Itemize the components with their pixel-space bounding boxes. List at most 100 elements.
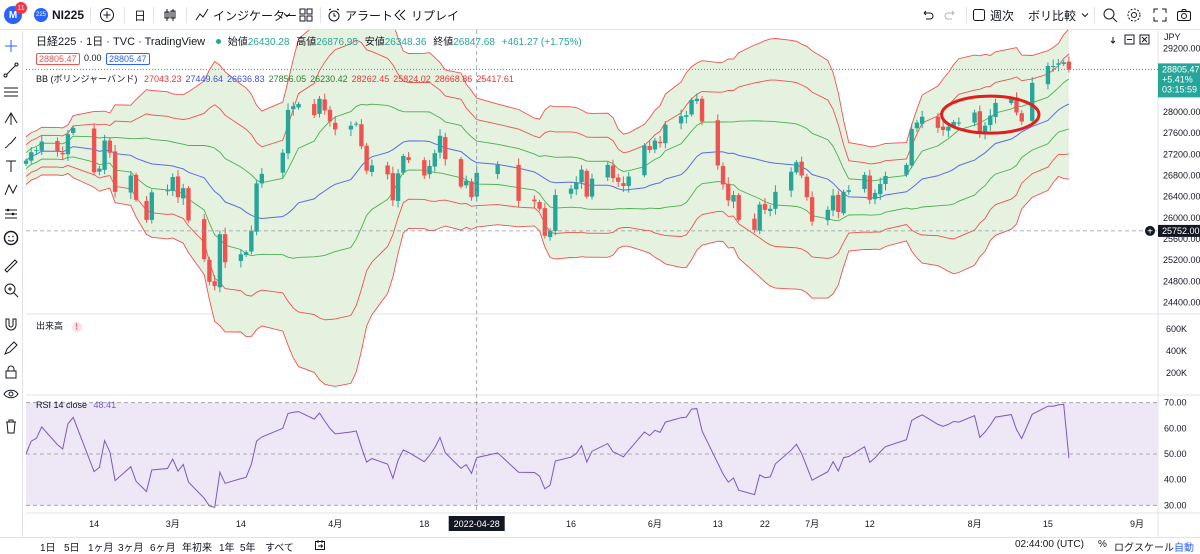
price-tick-label: 27600.00 bbox=[1163, 128, 1200, 138]
settings-button[interactable] bbox=[1126, 0, 1142, 30]
search-button[interactable] bbox=[1102, 0, 1118, 30]
candle-body bbox=[238, 254, 244, 261]
emoji-icon[interactable] bbox=[2, 229, 20, 247]
range-button[interactable]: すべて bbox=[265, 543, 294, 554]
drawing-toolbar bbox=[0, 31, 23, 537]
candle-body bbox=[243, 252, 249, 255]
open-label: 始値 bbox=[227, 37, 248, 48]
templates-button[interactable] bbox=[298, 0, 314, 30]
percent-toggle[interactable]: % bbox=[1098, 539, 1107, 550]
candle bbox=[149, 189, 154, 224]
warning-icon[interactable]: ! bbox=[71, 322, 82, 332]
magnet-icon[interactable] bbox=[2, 315, 20, 333]
fullscreen-button[interactable] bbox=[1152, 0, 1168, 30]
text-icon[interactable] bbox=[2, 157, 20, 175]
candle-body bbox=[348, 125, 354, 130]
candle-body bbox=[217, 234, 223, 288]
alert-button[interactable]: アラート bbox=[326, 0, 393, 30]
log-scale-toggle[interactable]: ログスケール bbox=[1114, 539, 1174, 554]
add-alert-icon[interactable] bbox=[1145, 225, 1155, 236]
candle-body bbox=[390, 173, 396, 201]
candle-body bbox=[846, 190, 851, 192]
candle bbox=[579, 165, 584, 189]
candle-body bbox=[909, 128, 914, 166]
candle bbox=[222, 227, 228, 269]
candle-body bbox=[175, 176, 181, 198]
brush-icon[interactable] bbox=[2, 133, 20, 151]
prediction-icon[interactable] bbox=[2, 205, 20, 223]
candle-body bbox=[914, 122, 920, 129]
close-label: 終値 bbox=[433, 37, 454, 48]
auto-scale-toggle[interactable]: 自動 bbox=[1174, 539, 1194, 554]
price-tick-label: 24800.00 bbox=[1163, 276, 1200, 286]
clock[interactable]: 02:44:00 (UTC) bbox=[1015, 539, 1084, 550]
candle bbox=[919, 110, 925, 129]
undo-button[interactable] bbox=[920, 0, 934, 30]
candle bbox=[914, 119, 920, 132]
zoom-in-icon[interactable] bbox=[2, 281, 20, 299]
date-range-button[interactable] bbox=[314, 539, 326, 554]
lock-icon[interactable] bbox=[2, 363, 20, 381]
trash-icon[interactable] bbox=[2, 417, 20, 435]
pane-control-icons[interactable] bbox=[1110, 34, 1158, 46]
candle bbox=[872, 189, 878, 205]
candle-body bbox=[993, 102, 998, 117]
pencil-lock-icon[interactable] bbox=[2, 339, 20, 357]
interval-button[interactable]: 日 bbox=[134, 0, 146, 30]
chart-canvas[interactable]: JPY29200.0028800.0028400.0028000.0027600… bbox=[0, 30, 1200, 537]
trend-line-icon[interactable] bbox=[2, 61, 20, 79]
layout-dropdown[interactable] bbox=[1080, 0, 1090, 30]
pitchfork-icon[interactable] bbox=[2, 109, 20, 127]
top-toolbar: M 11 225 NI225 日 インジケーター アラート リプレイ 週次 bbox=[0, 0, 1200, 30]
candle bbox=[34, 147, 39, 155]
layout-button[interactable]: 週次 ボリ比較 bbox=[972, 0, 1076, 30]
gear-icon bbox=[1127, 8, 1141, 22]
candle-body bbox=[165, 190, 170, 192]
indicators-dropdown[interactable] bbox=[282, 0, 292, 30]
indicators-label: インジケーター bbox=[213, 8, 298, 23]
candle bbox=[867, 169, 872, 205]
bb-basis bbox=[25, 103, 1070, 220]
range-button[interactable]: 年初来 bbox=[182, 543, 212, 554]
candle bbox=[988, 109, 993, 131]
sell-button[interactable]: 28805.47 bbox=[36, 53, 80, 65]
screenshot-button[interactable] bbox=[1176, 0, 1192, 30]
bottom-toolbar: 1日 5日 1ヶ月 3ヶ月 6ヶ月 年初来 1年 5年 すべて 02:44:00 (UTC) %… bbox=[0, 537, 1200, 554]
add-symbol-button[interactable] bbox=[99, 0, 115, 30]
candle bbox=[694, 93, 700, 104]
range-button[interactable]: 1年 bbox=[219, 543, 235, 554]
range-button[interactable]: 1日 bbox=[40, 543, 56, 554]
candle-body bbox=[684, 115, 689, 117]
buy-button[interactable]: 28805.47 bbox=[106, 53, 150, 65]
range-button[interactable]: 3ヶ月 bbox=[118, 543, 144, 554]
candle bbox=[144, 195, 149, 223]
candle-body bbox=[867, 175, 872, 200]
candle bbox=[390, 166, 396, 207]
countdown-label: 03:15:59 bbox=[1162, 84, 1197, 94]
bb-upper-2sd bbox=[25, 39, 1070, 165]
range-button[interactable]: 5日 bbox=[64, 543, 80, 554]
crosshair-icon[interactable] bbox=[2, 37, 20, 55]
horizontal-lines-icon[interactable] bbox=[2, 83, 20, 101]
alert-label: アラート bbox=[345, 8, 394, 23]
eye-icon[interactable] bbox=[2, 385, 20, 403]
candle bbox=[23, 158, 29, 166]
range-button[interactable]: 6ヶ月 bbox=[150, 543, 176, 554]
candle bbox=[825, 206, 831, 226]
candle bbox=[170, 173, 175, 196]
pattern-icon[interactable] bbox=[2, 181, 20, 199]
redo-button[interactable] bbox=[944, 0, 958, 30]
range-button[interactable]: 5年 bbox=[240, 543, 256, 554]
annotation-ellipse[interactable] bbox=[940, 94, 1041, 135]
ruler-icon[interactable] bbox=[2, 257, 20, 275]
candle-body bbox=[935, 116, 941, 128]
symbol-search-button[interactable]: 225 NI225 bbox=[34, 0, 84, 30]
range-button[interactable]: 1ヶ月 bbox=[88, 543, 114, 554]
candle bbox=[830, 189, 836, 217]
replay-button[interactable]: リプレイ bbox=[392, 0, 459, 30]
candle bbox=[909, 123, 914, 169]
rsi-tick-label: 50.00 bbox=[1164, 449, 1187, 459]
chart-type-button[interactable] bbox=[162, 0, 178, 30]
candle-body bbox=[715, 120, 720, 166]
indicators-button[interactable]: インジケーター bbox=[194, 0, 297, 30]
